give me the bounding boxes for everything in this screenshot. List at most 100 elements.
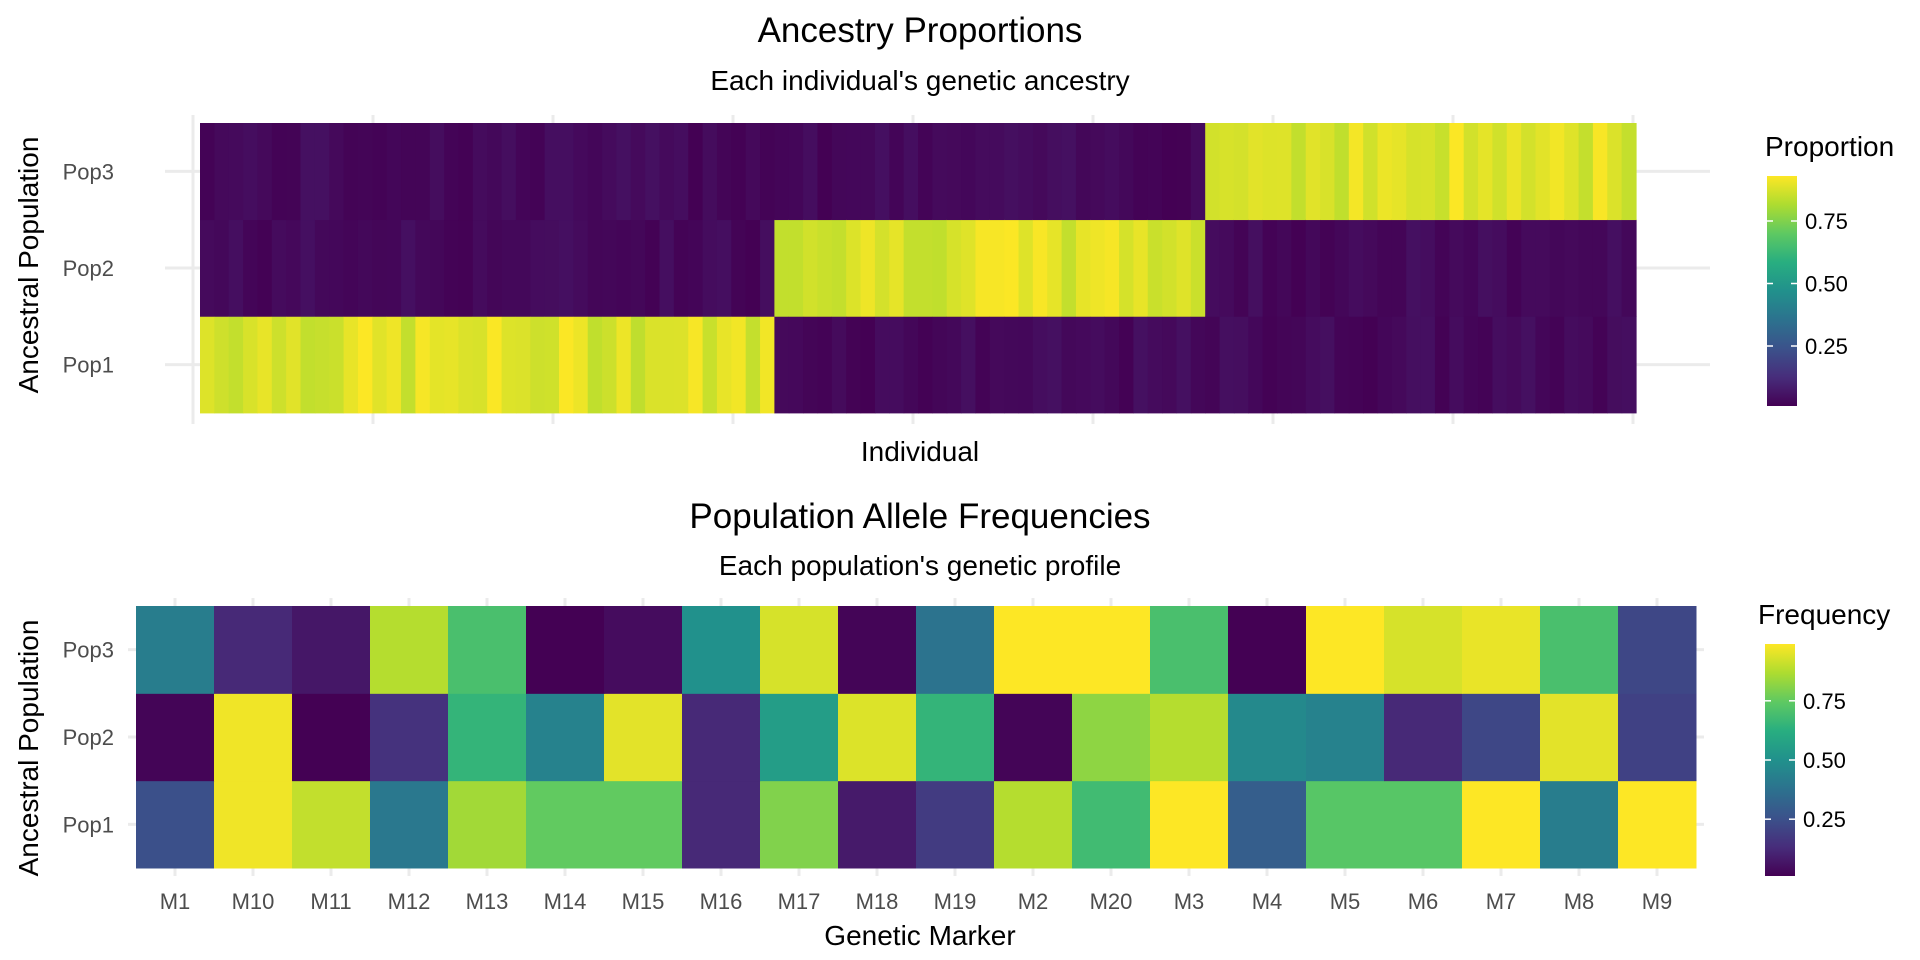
chart2-x-tick-label: M18 [856,889,899,914]
ancestry-cell [1320,123,1336,221]
ancestry-cell [1621,316,1637,414]
ancestry-cell [444,316,460,414]
ancestry-cell [630,316,646,414]
ancestry-cell [1506,316,1522,414]
ancestry-cell [1018,219,1034,317]
allele-frequency-cell [1462,606,1541,694]
ancestry-cell [329,316,345,414]
ancestry-cell [788,123,804,221]
ancestry-cell [559,316,574,414]
ancestry-cell [1090,219,1106,317]
ancestry-cell [1607,219,1623,317]
ancestry-cell [530,316,546,414]
ancestry-cell [314,123,330,221]
ancestry-cell [889,316,905,414]
allele-frequency-cell [1384,693,1463,782]
ancestry-cell [1305,316,1321,414]
ancestry-cell [1219,219,1235,317]
ancestry-cell [487,123,503,221]
ancestry-cell [214,316,230,414]
ancestry-cell [946,123,962,221]
allele-frequency-cell [760,693,839,782]
ancestry-cell [1305,123,1321,221]
allele-frequency-cell [1150,693,1229,782]
ancestry-cell [1047,316,1063,414]
ancestry-cell [688,123,704,221]
allele-frequency-cell [682,780,761,869]
ancestry-cell [1219,316,1235,414]
chart2-x-tick-label: M11 [310,889,351,914]
chart1-y-tick-label: Pop2 [63,256,114,281]
ancestry-cell [1061,123,1077,221]
ancestry-cell [889,219,905,317]
ancestry-cell [1449,316,1465,414]
ancestry-cell [1277,316,1292,414]
ancestry-cell [860,316,876,414]
ancestry-cell [1406,123,1422,221]
ancestry-cell [573,316,589,414]
ancestry-cell [1133,316,1149,414]
ancestry-cell [1535,123,1551,221]
ancestry-cell [1061,219,1077,317]
ancestry-cell [386,316,402,414]
ancestry-cell [1348,219,1364,317]
ancestry-cell [1463,316,1479,414]
ancestry-cell [530,219,546,317]
ancestry-cell [602,316,618,414]
ancestry-cell [544,219,560,317]
allele-frequency-cell [1072,780,1151,869]
ancestry-cell [1291,316,1307,414]
allele-frequency-cell [1072,693,1151,782]
ancestry-cell [1391,123,1407,221]
ancestry-cell [745,219,761,317]
ancestry-cell [544,123,560,221]
ancestry-cell [573,219,589,317]
ancestry-cell [1233,316,1249,414]
ancestry-cell [1104,219,1120,317]
allele-frequency-cell [682,606,761,694]
ancestry-cell [1277,219,1292,317]
chart2-title: Population Allele Frequencies [689,497,1150,536]
ancestry-cell [544,316,560,414]
ancestry-cell [1564,219,1580,317]
ancestry-cell [228,123,244,221]
ancestry-cell [472,123,488,221]
chart2-x-tick-labels: M1 M10 M11 M12 M13 M14 M15 M16 M17 M18 M19 M2 M20 M3 M… [160,889,1673,914]
ancestry-cell [1478,316,1493,414]
ancestry-cell [314,316,330,414]
ancestry-cell [616,123,632,221]
ancestry-cell [975,316,991,414]
ancestry-cell [1147,123,1163,221]
ancestry-cell [372,123,388,221]
ancestry-cell [1607,123,1623,221]
ancestry-cell [630,219,646,317]
ancestry-cell [530,123,546,221]
ancestry-cell [271,316,287,414]
ancestry-cell [1391,316,1407,414]
chart2-x-tick-label: M20 [1090,889,1133,914]
ancestry-cell [961,123,977,221]
ancestry-cell [1090,316,1106,414]
ancestry-cell [1348,123,1364,221]
ancestry-cell [200,123,215,221]
chart1-legend-title: Proportion [1765,131,1894,162]
ancestry-cell [587,123,603,221]
ancestry-cell [1205,316,1221,414]
allele-frequency-cell [1306,606,1385,694]
ancestry-cell [1621,219,1637,317]
ancestry-cell [918,123,933,221]
allele-frequency-cell [1618,606,1697,694]
allele-frequency-cell [1384,780,1463,869]
ancestry-cell [1592,316,1608,414]
allele-frequency-cell [682,693,761,782]
chart2-y-tick-labels: Pop1 Pop2 Pop3 [63,638,114,838]
allele-frequency-cell [994,693,1073,782]
ancestry-cell [1119,219,1134,317]
allele-frequency-cell [1228,780,1307,869]
allele-frequency-cell [1540,780,1619,869]
ancestry-cell [1162,123,1178,221]
ancestry-cell [228,219,244,317]
ancestry-cell [415,219,431,317]
ancestry-cell [874,316,890,414]
ancestry-cell [1334,219,1350,317]
